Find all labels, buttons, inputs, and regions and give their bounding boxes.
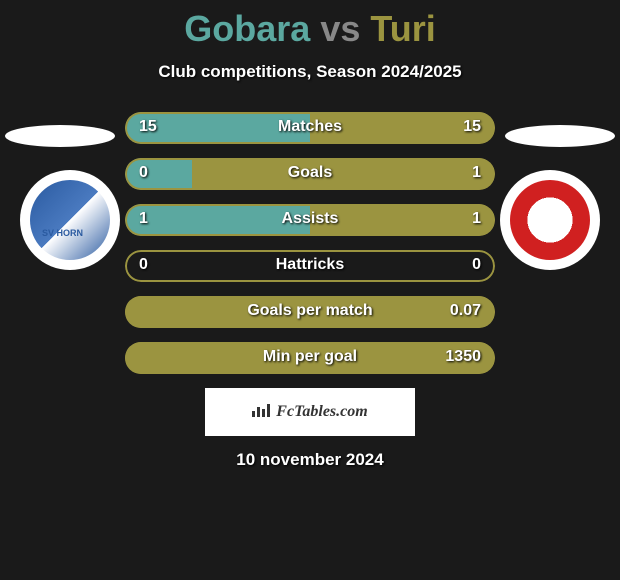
stat-bar-label: Hattricks: [125, 256, 495, 274]
stat-bar-row: Min per goal1350: [125, 342, 495, 374]
watermark: FcTables.com: [205, 388, 415, 436]
title-player1: Gobara: [184, 8, 310, 49]
stat-bar-row: Goals0 1: [125, 158, 495, 190]
stat-bar-label: Assists: [125, 210, 495, 228]
stat-bar-label: Min per goal: [125, 348, 495, 366]
team-logo-right-inner: [510, 180, 590, 260]
title-player2: Turi: [370, 8, 435, 49]
stat-bar-value-left: 15: [139, 118, 157, 136]
stat-bar-label: Matches: [125, 118, 495, 136]
chart-icon: [252, 403, 270, 422]
stat-bar-row: Goals per match0.07: [125, 296, 495, 328]
stat-bar-value-left: 0: [139, 164, 148, 182]
stat-bar-value-right: 1: [472, 164, 481, 182]
ellipse-right: [505, 125, 615, 147]
team-logo-right: [500, 170, 600, 270]
stat-bar-row: Hattricks0 0: [125, 250, 495, 282]
stat-bar-row: Assists1 1: [125, 204, 495, 236]
stat-bar-label: Goals per match: [125, 302, 495, 320]
stat-bar-value-right: 1350: [445, 348, 481, 366]
stats-bars: Matches1515Goals01Assists11Hattricks00Go…: [125, 112, 495, 374]
stat-bar-row: Matches15 15: [125, 112, 495, 144]
stat-bar-value-left: 1: [139, 210, 148, 228]
date-label: 10 november 2024: [0, 450, 620, 470]
stat-bar-label: Goals: [125, 164, 495, 182]
team-logo-left-inner: [30, 180, 110, 260]
watermark-text: FcTables.com: [276, 403, 367, 421]
stat-bar-value-right: 1: [472, 210, 481, 228]
subtitle: Club competitions, Season 2024/2025: [0, 62, 620, 82]
stat-bar-value-left: 0: [139, 256, 148, 274]
ellipse-left: [5, 125, 115, 147]
team-logo-left: [20, 170, 120, 270]
stat-bar-value-right: 15: [463, 118, 481, 136]
stat-bar-value-right: 0.07: [450, 302, 481, 320]
title-vs: vs: [320, 8, 360, 49]
page-title: Gobara vs Turi: [0, 0, 620, 50]
stat-bar-value-right: 0: [472, 256, 481, 274]
